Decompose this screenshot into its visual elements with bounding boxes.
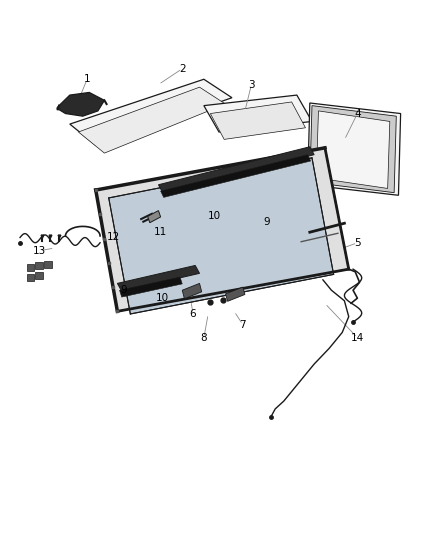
Polygon shape (204, 95, 312, 132)
Text: 10: 10 (208, 212, 221, 221)
Text: 2: 2 (179, 64, 186, 74)
Bar (27, 264, 34, 271)
Text: 9: 9 (263, 217, 270, 227)
Polygon shape (120, 277, 182, 297)
Text: 1: 1 (84, 74, 90, 84)
Polygon shape (148, 211, 161, 223)
Bar (35, 262, 43, 269)
Bar (35, 272, 43, 279)
Polygon shape (70, 79, 232, 145)
Text: 4: 4 (354, 109, 361, 118)
Text: 13: 13 (33, 246, 46, 256)
Polygon shape (78, 87, 226, 153)
Polygon shape (96, 148, 349, 311)
Text: 11: 11 (154, 227, 167, 237)
Polygon shape (57, 92, 104, 116)
Text: 9: 9 (120, 285, 127, 295)
Text: 6: 6 (190, 309, 196, 319)
Polygon shape (161, 155, 311, 197)
Polygon shape (109, 158, 334, 314)
Polygon shape (210, 102, 305, 140)
Text: 7: 7 (240, 319, 246, 329)
Bar (44, 261, 52, 268)
Text: 8: 8 (201, 333, 207, 343)
Text: 14: 14 (351, 333, 364, 343)
Polygon shape (117, 265, 200, 292)
Polygon shape (307, 103, 401, 195)
Polygon shape (316, 111, 390, 189)
Polygon shape (182, 284, 202, 298)
Text: 12: 12 (106, 232, 120, 243)
Polygon shape (226, 287, 245, 301)
Polygon shape (159, 147, 314, 192)
Text: 3: 3 (248, 79, 255, 90)
Text: 10: 10 (156, 293, 170, 303)
Polygon shape (310, 106, 396, 192)
Bar (27, 274, 34, 281)
Text: 5: 5 (354, 238, 361, 248)
